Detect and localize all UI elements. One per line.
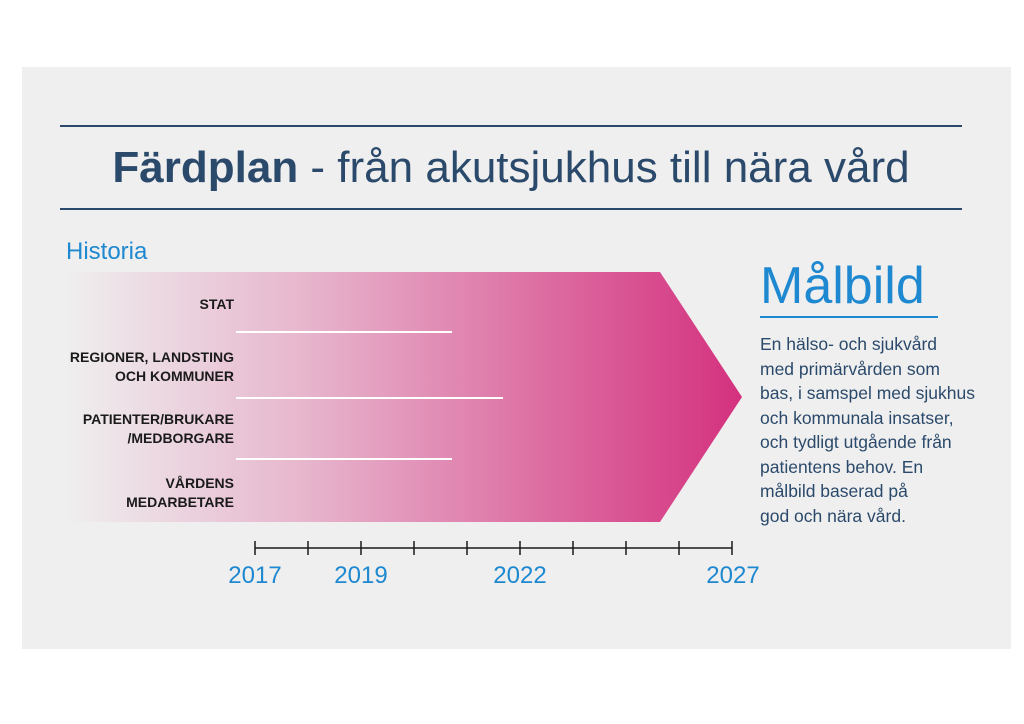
title-rest: - från akutsjukhus till nära vård <box>298 143 910 192</box>
title-top-rule <box>60 125 962 127</box>
page-title: Färdplan - från akutsjukhus till nära vå… <box>60 140 962 196</box>
row-label-patients: PATIENTER/BRUKARE /MEDBORGARE <box>82 411 234 446</box>
title-bottom-rule <box>60 208 962 210</box>
target-heading-underline <box>760 316 938 318</box>
timeline-ticks <box>254 541 733 555</box>
title-bold: Färdplan <box>112 143 299 192</box>
row-label-staff: VÅRDENS MEDARBETARE <box>126 475 234 510</box>
year-label-2019: 2019 <box>334 562 388 589</box>
target-heading: Målbild <box>760 257 925 315</box>
row-label-regions: REGIONER, LANDSTING OCH KOMMUNER <box>69 349 234 384</box>
year-label-2027: 2027 <box>706 562 760 589</box>
history-label: Historia <box>66 238 148 265</box>
target-description: En hälso- och sjukvård med primärvården … <box>760 334 975 526</box>
year-label-2017: 2017 <box>228 562 282 589</box>
row-label-stat: STAT <box>199 296 234 312</box>
year-label-2022: 2022 <box>493 562 547 589</box>
